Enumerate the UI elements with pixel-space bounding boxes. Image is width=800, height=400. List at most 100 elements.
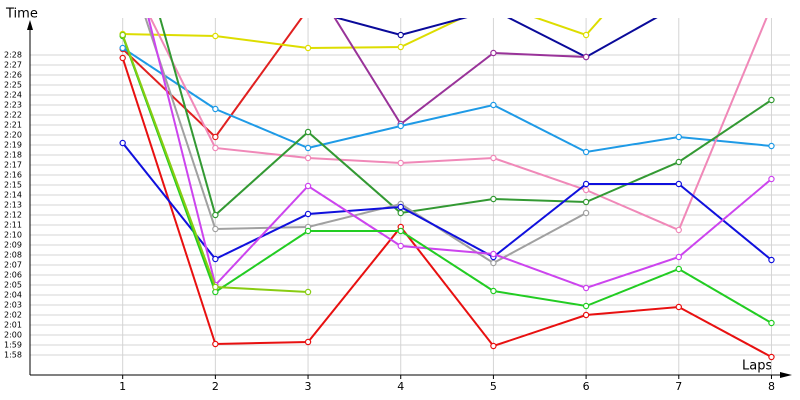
x-tick-label: 7	[675, 380, 682, 393]
y-tick-label: 2:19	[4, 141, 22, 150]
y-tick-label: 2:15	[4, 181, 22, 190]
data-point	[582, 311, 590, 319]
data-point	[304, 227, 312, 235]
data-point	[675, 265, 682, 273]
data-point	[304, 338, 312, 346]
data-point	[397, 159, 404, 167]
data-point	[768, 96, 775, 104]
series-line	[158, 18, 773, 217]
y-tick-label: 2:13	[4, 201, 22, 210]
data-point	[491, 7, 496, 12]
y-tick-label: 2:05	[4, 281, 22, 290]
series-line	[333, 18, 587, 126]
y-tick-label: 2:07	[4, 261, 22, 270]
data-point	[768, 175, 775, 183]
x-tick-label: 4	[397, 380, 404, 393]
y-tick-label: 1:58	[4, 351, 22, 360]
data-point	[490, 250, 497, 258]
plot-area	[119, 0, 775, 361]
x-tick-label: 8	[768, 380, 775, 393]
data-point	[768, 256, 775, 264]
y-tick-label: 2:04	[4, 291, 22, 300]
x-tick-label: 5	[490, 380, 497, 393]
y-tick-label: 2:03	[4, 301, 22, 310]
series-line	[333, 18, 658, 59]
data-point	[212, 211, 219, 219]
data-point	[768, 319, 775, 327]
data-point	[490, 259, 497, 267]
data-point	[304, 210, 312, 218]
y-tick-label: 2:20	[4, 131, 22, 140]
x-axis-arrow	[780, 372, 792, 378]
y-tick-label: 2:14	[4, 191, 22, 200]
data-point	[397, 227, 404, 235]
y-tick-label: 2:18	[4, 151, 22, 160]
data-point	[212, 32, 219, 40]
y-tick-label: 2:25	[4, 81, 22, 90]
series-line	[147, 18, 773, 290]
data-point	[212, 225, 219, 233]
y-tick-label: 2:10	[4, 231, 22, 240]
x-axis-label: Laps	[742, 359, 772, 374]
data-point	[582, 284, 590, 292]
data-point	[491, 0, 496, 5]
y-tick-label: 2:17	[4, 161, 22, 170]
x-tick-label: 2	[212, 380, 219, 393]
data-point	[397, 43, 404, 51]
data-point	[304, 144, 312, 152]
y-tick-label: 2:12	[4, 211, 22, 220]
data-point	[676, 2, 681, 7]
y-tick-label: 2:02	[4, 311, 22, 320]
y-tick-label: 2:27	[4, 61, 22, 70]
series-line	[121, 35, 772, 324]
data-point	[582, 209, 590, 217]
y-tick-label: 2:06	[4, 271, 22, 280]
data-point	[119, 31, 126, 39]
data-point	[675, 226, 682, 234]
data-point	[305, 6, 310, 11]
y-tick-label: 2:24	[4, 91, 22, 100]
data-point	[490, 287, 497, 295]
data-point	[397, 242, 404, 250]
data-point	[304, 288, 312, 296]
data-point	[582, 180, 590, 188]
y-tick-label: 2:08	[4, 251, 22, 260]
data-point	[582, 198, 590, 206]
data-point	[675, 133, 682, 141]
data-point	[212, 255, 219, 263]
data-point	[675, 303, 682, 311]
y-tick-label: 2:09	[4, 241, 22, 250]
data-point	[769, 3, 774, 8]
series-line	[122, 47, 772, 154]
data-point	[212, 340, 219, 348]
data-point	[397, 31, 404, 39]
data-point	[397, 203, 404, 211]
data-point	[304, 154, 312, 162]
y-tick-label: 2:00	[4, 331, 22, 340]
x-tick-label: 6	[583, 380, 590, 393]
y-tick-label: 1:59	[4, 341, 22, 350]
data-point	[675, 180, 682, 188]
y-tick-label: 2:16	[4, 171, 22, 180]
y-tick-label: 2:01	[4, 321, 22, 330]
data-point	[768, 142, 775, 150]
y-tick-label: 2:21	[4, 121, 22, 130]
data-point	[304, 128, 312, 136]
y-tick-label: 2:11	[4, 221, 22, 230]
data-point	[212, 283, 219, 291]
y-tick-label: 2:28	[4, 51, 22, 60]
y-axis-arrow	[27, 20, 33, 30]
data-point	[119, 139, 126, 147]
data-point	[397, 122, 404, 130]
data-point	[675, 158, 682, 166]
data-point	[768, 353, 775, 361]
data-point	[582, 53, 590, 61]
data-point	[119, 54, 126, 62]
data-point	[397, 209, 404, 217]
y-tick-label: 2:26	[4, 71, 22, 80]
data-point	[582, 148, 590, 156]
y-tick-label: 2:23	[4, 101, 22, 110]
data-point	[119, 44, 126, 52]
data-point	[582, 31, 590, 39]
